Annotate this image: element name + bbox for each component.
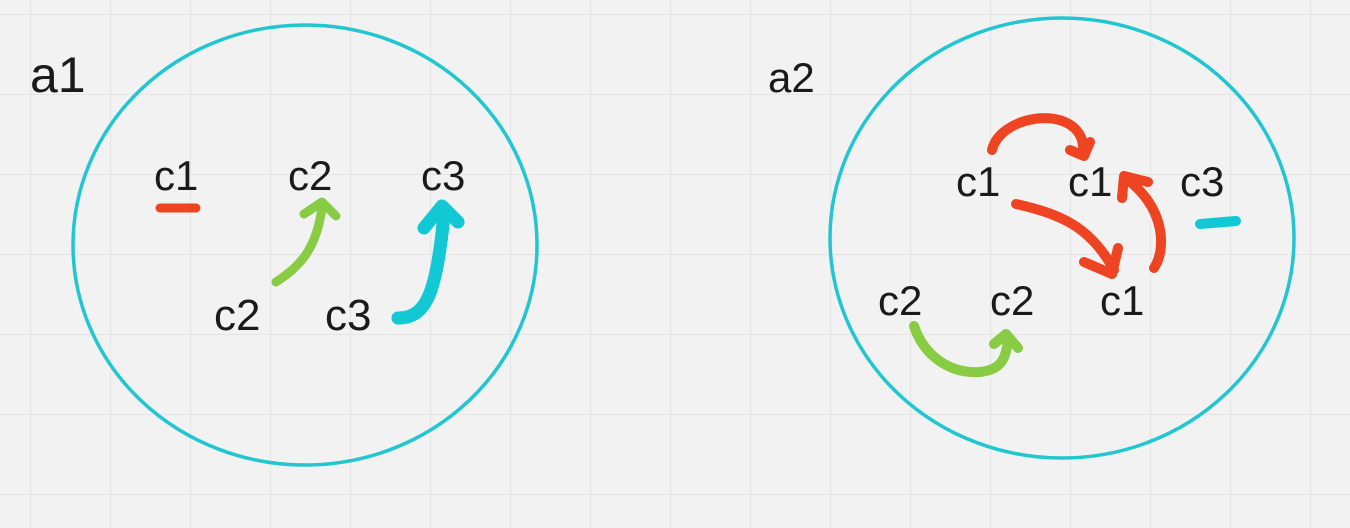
a2-label-mid-c1: c1 xyxy=(1068,158,1112,205)
a2-green-arc-head xyxy=(989,329,1023,353)
a1-label-top-c3: c3 xyxy=(421,152,465,199)
a2-cyan-stay-mark xyxy=(1195,216,1241,229)
a2-label-right-c3: c3 xyxy=(1180,158,1224,205)
panel-a2: a2 c1 c1 c3 c2 c2 c1 xyxy=(768,16,1296,460)
a2-red-top-arc-head xyxy=(1065,137,1095,161)
a2-red-diagonal-head xyxy=(1079,243,1123,279)
a2-label-lower-c1: c1 xyxy=(1100,277,1144,324)
panel-a1-circle xyxy=(71,23,539,467)
a1-cyan-arrow-head xyxy=(417,199,465,235)
a2-red-top-arc-shaft xyxy=(987,113,1089,157)
a1-label-top-c1: c1 xyxy=(154,152,198,199)
a2-red-diagonal-shaft xyxy=(1011,199,1119,275)
a2-green-arc-shaft xyxy=(909,321,1013,378)
a1-cyan-arrow-shaft xyxy=(391,209,451,325)
a1-label-bottom-c3: c3 xyxy=(325,291,371,340)
panel-a2-title: a2 xyxy=(768,54,815,101)
a1-green-arrow-head xyxy=(299,197,341,221)
panel-a2-circle xyxy=(828,16,1296,460)
a2-label-left-c1: c1 xyxy=(956,158,1000,205)
a2-label-left-c2: c2 xyxy=(878,277,922,324)
a2-label-right-c2: c2 xyxy=(990,277,1034,324)
a1-label-bottom-c2: c2 xyxy=(214,291,260,340)
panel-a1: a1 c1 c2 c3 c2 c3 xyxy=(30,23,539,467)
a2-red-return-shaft xyxy=(1123,175,1167,273)
a1-green-arrow-shaft xyxy=(271,203,327,287)
panel-a1-title: a1 xyxy=(30,47,86,103)
a1-label-top-c2: c2 xyxy=(288,152,332,199)
a2-red-return-head xyxy=(1117,171,1153,203)
